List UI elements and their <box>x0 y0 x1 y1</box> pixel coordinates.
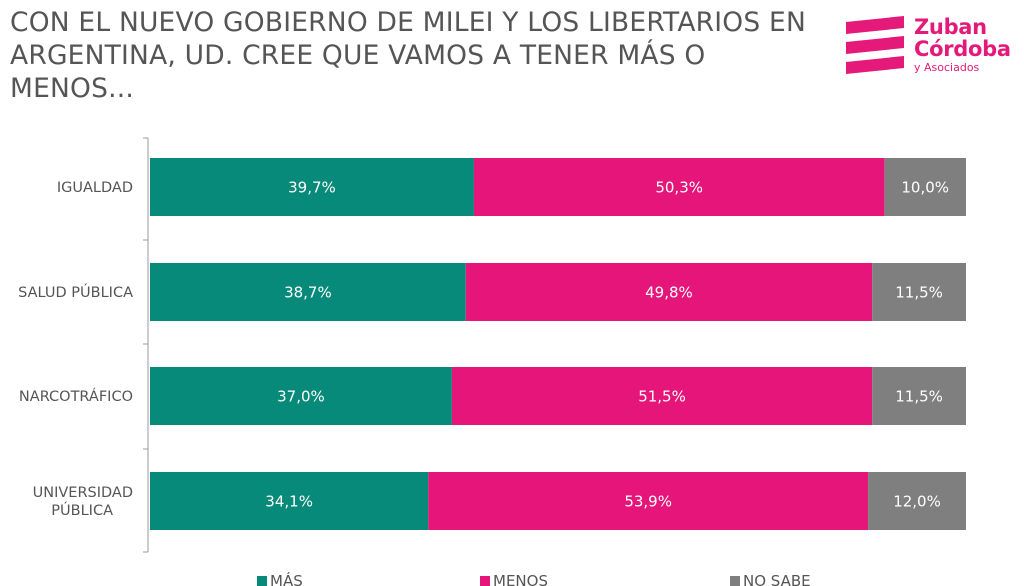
bar-segment <box>451 367 873 425</box>
data-label: 38,7% <box>284 284 332 302</box>
legend-item: MÁS <box>257 572 303 586</box>
bar-segment <box>150 263 466 321</box>
bar-segment <box>150 472 429 530</box>
data-label: 51,5% <box>638 388 686 406</box>
category-label: UNIVERSIDAD PÚBLICA <box>33 485 133 519</box>
bar-segment <box>428 472 869 530</box>
data-label: 34,1% <box>265 493 313 511</box>
data-label: 53,9% <box>624 493 672 511</box>
category-label: NARCOTRÁFICO <box>19 388 133 405</box>
data-label: 39,7% <box>288 179 336 197</box>
zuban-cordoba-logo: Zuban Córdoba y Asociados <box>842 16 1020 88</box>
legend-label: MENOS <box>493 572 548 586</box>
legend-swatch <box>480 576 490 586</box>
legend-swatch <box>730 576 740 586</box>
chart-title: CON EL NUEVO GOBIERNO DE MILEI Y LOS LIB… <box>10 7 806 104</box>
bar-segment <box>473 158 885 216</box>
legend-label: NO SABE <box>743 572 811 586</box>
logo-word-asociados: y Asociados <box>914 61 980 74</box>
bar-segment <box>150 367 452 425</box>
bar-segment <box>872 263 966 321</box>
data-label: 10,0% <box>901 179 949 197</box>
data-label: 11,5% <box>895 284 943 302</box>
logo-word-cordoba: Córdoba <box>914 37 1011 61</box>
data-label: 37,0% <box>277 388 325 406</box>
chart-legend: MÁS MENOS NO SABE <box>0 572 1024 586</box>
logo-word-zuban: Zuban <box>914 15 987 39</box>
data-label: 50,3% <box>655 179 703 197</box>
bar-segment <box>884 158 966 216</box>
bar-segment <box>872 367 966 425</box>
data-label: 11,5% <box>895 388 943 406</box>
category-label: IGUALDAD <box>57 180 133 196</box>
legend-item: NO SABE <box>730 572 811 586</box>
category-label: SALUD PÚBLICA <box>18 283 133 301</box>
data-label: 49,8% <box>645 284 693 302</box>
legend-swatch <box>257 576 267 586</box>
legend-item: MENOS <box>480 572 548 586</box>
legend-label: MÁS <box>270 572 303 586</box>
bar-segment <box>150 158 474 216</box>
data-label: 12,0% <box>893 493 941 511</box>
bar-segment <box>868 472 966 530</box>
logo-mark-icon <box>846 16 904 74</box>
bar-segment <box>465 263 873 321</box>
